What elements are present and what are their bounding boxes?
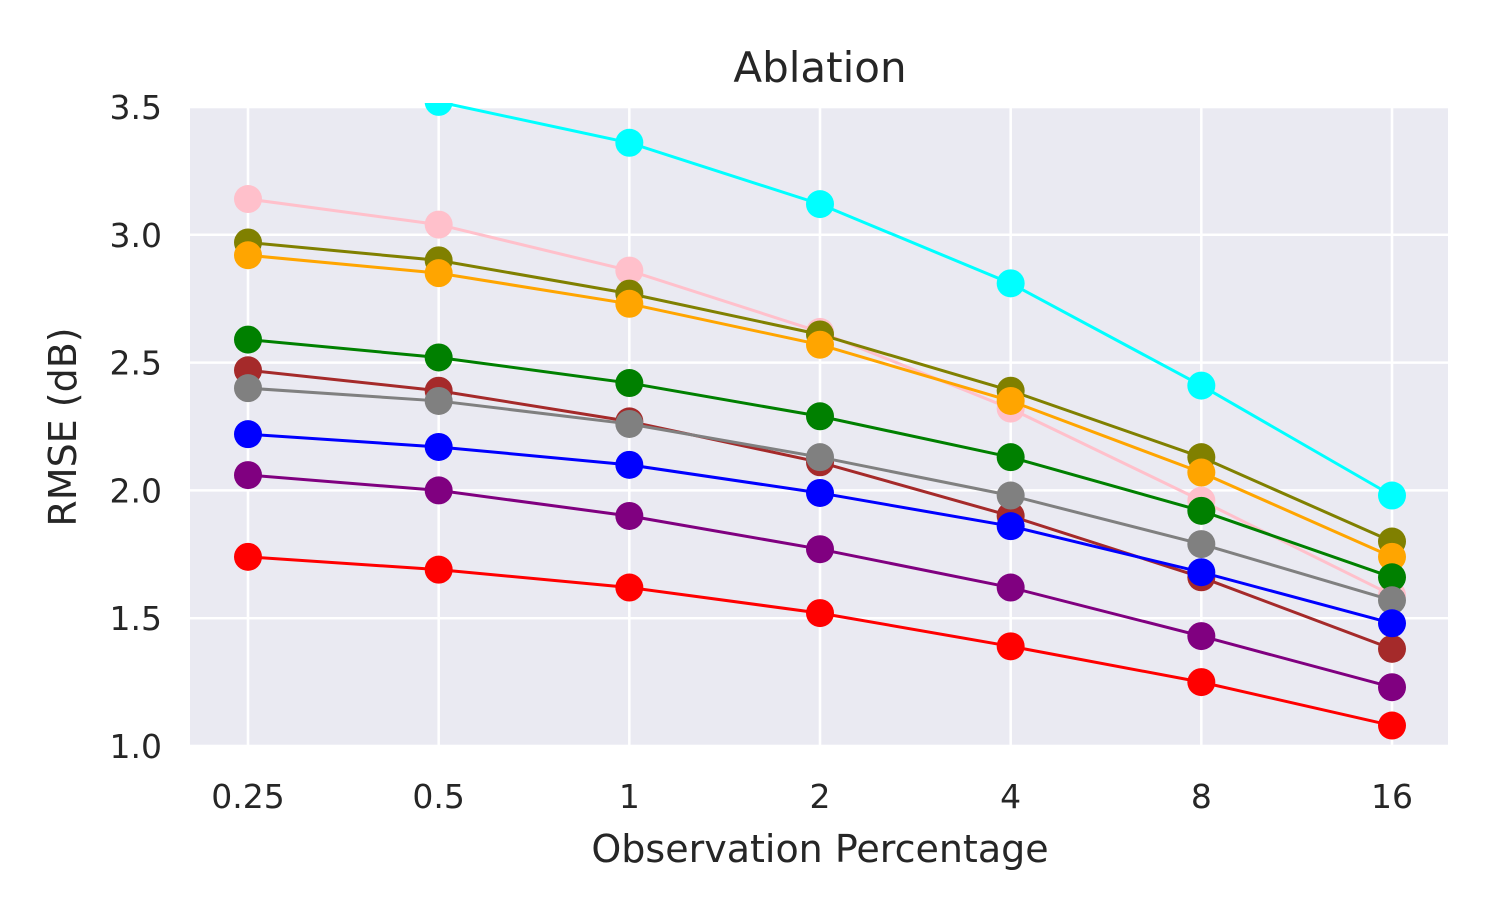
series-orange bbox=[234, 241, 1406, 571]
data-point-cyan bbox=[806, 190, 834, 219]
data-point-red bbox=[615, 573, 644, 602]
data-point-green bbox=[1187, 496, 1216, 525]
data-point-green bbox=[1378, 563, 1406, 592]
chart-title: Ablation bbox=[733, 43, 906, 92]
data-point-red bbox=[1187, 668, 1216, 697]
data-point-purple bbox=[1187, 622, 1216, 651]
data-point-red bbox=[806, 599, 834, 628]
data-point-pink bbox=[615, 256, 644, 285]
x-tick-label: 8 bbox=[1191, 777, 1212, 816]
series-gray bbox=[234, 374, 1406, 615]
data-point-cyan bbox=[1187, 371, 1216, 400]
data-point-orange bbox=[424, 259, 453, 288]
y-tick-label: 2.5 bbox=[110, 344, 162, 383]
data-point-green bbox=[996, 443, 1025, 472]
x-tick-labels: 0.25 0.5 1 2 4 8 16 bbox=[211, 777, 1413, 816]
data-point-gray bbox=[1187, 530, 1216, 559]
data-point-cyan bbox=[1378, 481, 1406, 510]
data-point-red bbox=[234, 542, 262, 571]
data-point-blue bbox=[806, 478, 834, 507]
data-point-cyan bbox=[615, 128, 644, 157]
data-point-gray bbox=[1378, 586, 1406, 615]
data-point-purple bbox=[615, 501, 644, 530]
y-tick-label: 3.0 bbox=[110, 216, 162, 255]
data-point-gray bbox=[806, 443, 834, 472]
data-point-pink bbox=[234, 185, 262, 214]
data-point-blue bbox=[234, 420, 262, 449]
data-point-blue bbox=[1187, 558, 1216, 587]
series-cyan bbox=[424, 103, 1406, 510]
series-line-cyan bbox=[438, 103, 1393, 497]
data-point-gray bbox=[234, 374, 262, 403]
data-point-orange bbox=[234, 241, 262, 270]
y-tick-label: 3.5 bbox=[110, 88, 162, 127]
data-point-gray bbox=[996, 481, 1025, 510]
series-layer bbox=[234, 103, 1406, 740]
data-point-gray bbox=[615, 409, 644, 438]
series-purple bbox=[234, 461, 1406, 702]
data-point-orange bbox=[1187, 458, 1216, 487]
series-red bbox=[234, 542, 1406, 740]
data-point-orange bbox=[615, 289, 644, 318]
data-point-green bbox=[615, 369, 644, 398]
x-tick-label: 0.25 bbox=[211, 777, 284, 816]
x-tick-label: 2 bbox=[810, 777, 831, 816]
data-point-red bbox=[996, 632, 1025, 661]
data-point-green bbox=[234, 325, 262, 354]
y-tick-label: 2.0 bbox=[110, 471, 162, 510]
data-point-purple bbox=[424, 476, 453, 505]
data-point-cyan bbox=[996, 269, 1025, 298]
x-axis-label: Observation Percentage bbox=[591, 827, 1048, 871]
data-point-blue bbox=[424, 432, 453, 461]
data-point-purple bbox=[1378, 673, 1406, 702]
data-point-brown bbox=[1378, 634, 1406, 663]
data-point-pink bbox=[424, 210, 453, 239]
x-tick-label: 16 bbox=[1371, 777, 1413, 816]
x-tick-label: 0.5 bbox=[412, 777, 464, 816]
y-axis-label: RMSE (dB) bbox=[41, 327, 85, 526]
data-point-orange bbox=[996, 386, 1025, 415]
data-point-blue bbox=[1378, 609, 1406, 638]
x-tick-label: 1 bbox=[619, 777, 640, 816]
data-point-green bbox=[424, 343, 453, 372]
y-tick-label: 1.5 bbox=[110, 599, 162, 638]
y-tick-label: 1.0 bbox=[110, 727, 162, 766]
series-blue bbox=[234, 420, 1406, 638]
series-green bbox=[234, 325, 1406, 592]
data-point-purple bbox=[806, 535, 834, 564]
data-point-green bbox=[806, 402, 834, 431]
data-point-gray bbox=[424, 386, 453, 415]
data-point-blue bbox=[996, 512, 1025, 541]
data-point-red bbox=[424, 555, 453, 584]
y-tick-labels: 1.0 1.5 2.0 2.5 3.0 3.5 bbox=[110, 88, 162, 766]
data-point-orange bbox=[1378, 542, 1406, 571]
data-point-purple bbox=[996, 573, 1025, 602]
x-tick-label: 4 bbox=[1000, 777, 1021, 816]
data-point-orange bbox=[806, 330, 834, 359]
data-point-red bbox=[1378, 711, 1406, 740]
data-point-cyan bbox=[424, 103, 453, 116]
data-point-blue bbox=[615, 450, 644, 479]
data-point-purple bbox=[234, 461, 262, 490]
